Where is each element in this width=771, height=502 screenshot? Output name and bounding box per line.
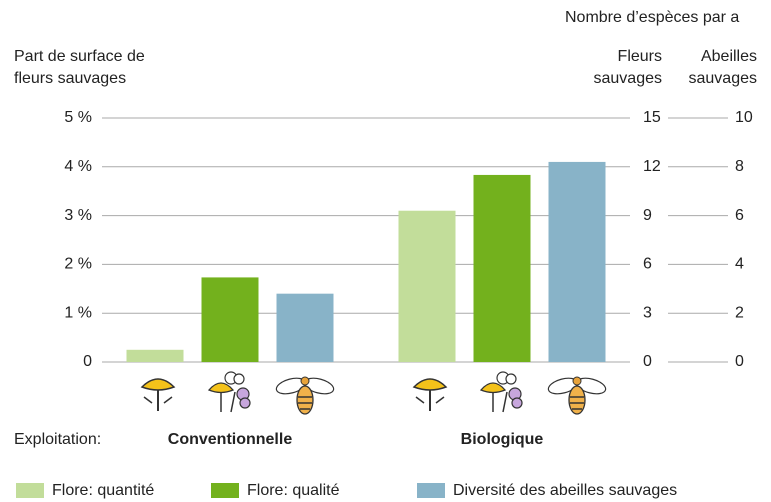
y2-tick-label: 3 [643,304,652,321]
y3-tick-label: 0 [735,353,744,370]
y3-tick-label: 2 [735,304,744,321]
y3-tick-label: 10 [735,109,753,126]
chart: Nombre d’espèces par a Part de surface d… [0,0,771,502]
x-tick-label: Biologique [461,431,544,448]
y2-title: sauvages [594,70,663,87]
header: Nombre d’espèces par a [565,9,739,26]
icon-dandelion [414,379,446,411]
y-tick-label: 0 [83,353,92,370]
y2-tick-label: 6 [643,256,652,273]
legend-label: Flore: qualité [247,482,340,499]
x-label: Exploitation: [14,431,101,448]
y2-tick-label: 9 [643,207,652,224]
y-tick-label: 4 % [64,158,92,175]
y2-title: Fleurs [618,48,662,65]
y-title: Part de surface de [14,48,145,65]
y3-tick-label: 8 [735,158,744,175]
y-tick-label: 2 % [64,256,92,273]
bar [202,277,259,362]
legend-swatch [16,483,44,498]
y3-tick-label: 4 [735,256,744,273]
bar [127,350,184,362]
y2-tick-label: 0 [643,353,652,370]
icon-flowers [209,372,250,412]
icon-dandelion [142,379,174,411]
y2-tick-label: 12 [643,158,661,175]
y-title: fleurs sauvages [14,70,126,87]
bar [474,175,531,362]
bar [399,211,456,362]
y3-tick-label: 6 [735,207,744,224]
x-tick-label: Conventionnelle [168,431,293,448]
bar [549,162,606,362]
y-tick-label: 5 % [64,109,92,126]
bar [277,294,334,362]
legend-label: Flore: quantité [52,482,154,499]
y-tick-label: 1 % [64,304,92,321]
legend-swatch [211,483,239,498]
y-tick-label: 3 % [64,207,92,224]
y3-title: Abeilles [701,48,757,65]
icon-flowers [481,372,522,412]
icon-bee [547,375,608,414]
y2-tick-label: 15 [643,109,661,126]
icon-bee [275,375,336,414]
legend-label: Diversité des abeilles sauvages [453,482,677,499]
legend-swatch [417,483,445,498]
y3-title: sauvages [689,70,758,87]
